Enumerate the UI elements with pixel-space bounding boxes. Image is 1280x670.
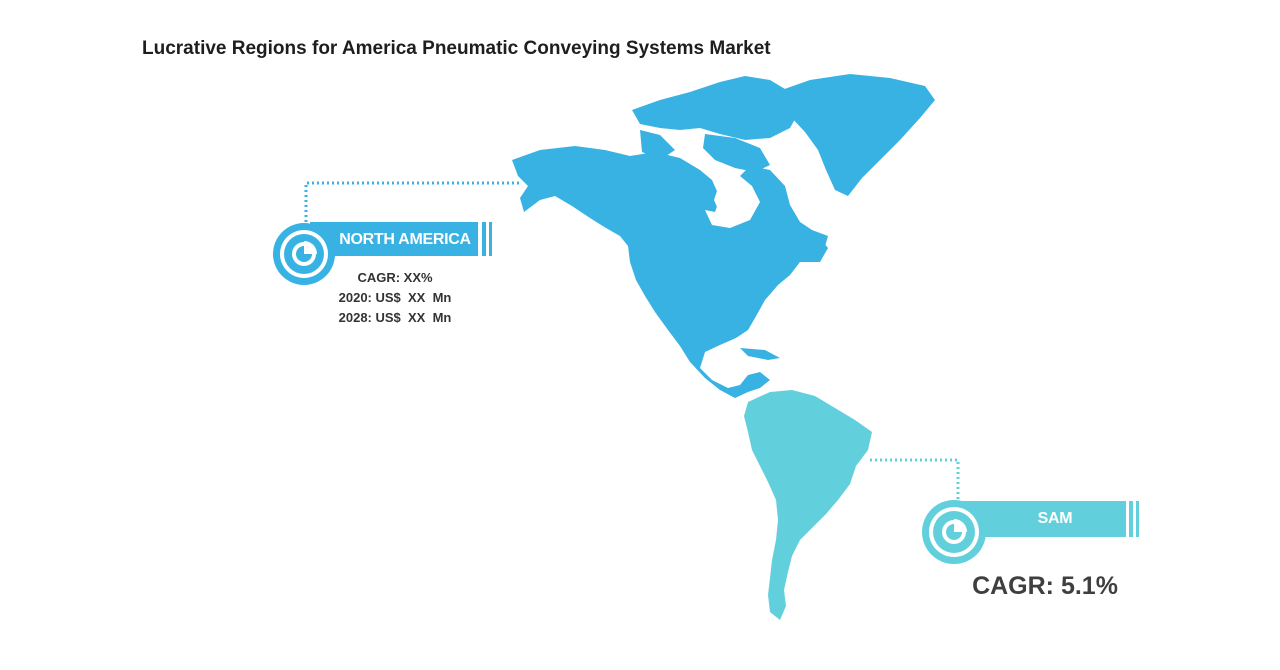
north-america-label: NORTH AMERICA [339,231,471,248]
north-america-banner [273,222,492,285]
south-america-region [744,390,872,620]
north-america-2028-value: 2028: US$ XX Mn [338,310,452,325]
north-america-cagr: CAGR: XX% [357,270,433,285]
sam-connector [870,458,960,500]
sam-cagr: CAGR: 5.1% [972,572,1118,600]
pie-chart-icon [292,241,317,266]
sam-label: SAM [1037,510,1073,527]
arctic-islands [632,76,800,140]
chart-title: Lucrative Regions for America Pneumatic … [142,38,771,59]
north-america-2020-value: 2020: US$ XX Mn [338,290,452,305]
north-america-mainland [512,146,828,398]
sam-banner [922,500,1139,564]
north-america-connector [304,181,520,222]
north-america-region [512,74,935,398]
south-america-mainland [744,390,872,620]
greenland [776,74,935,196]
pie-chart-icon [942,519,967,544]
north-america-stats: CAGR: XX% 2020: US$ XX Mn 2028: US$ XX M… [320,268,470,328]
